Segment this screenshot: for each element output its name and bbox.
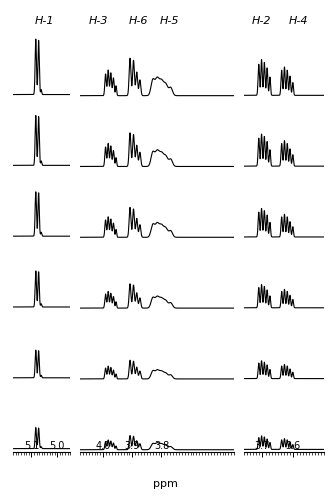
Text: H-1: H-1 bbox=[35, 16, 54, 26]
Text: ppm: ppm bbox=[153, 478, 178, 488]
Text: H-5: H-5 bbox=[160, 16, 179, 26]
Text: H-6: H-6 bbox=[129, 16, 148, 26]
Text: H-4: H-4 bbox=[289, 16, 308, 26]
Text: H-2: H-2 bbox=[252, 16, 271, 26]
Text: H-3: H-3 bbox=[89, 16, 108, 26]
